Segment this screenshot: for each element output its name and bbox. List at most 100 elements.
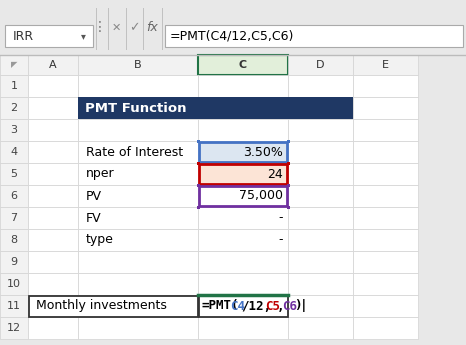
Bar — [198, 207, 288, 229]
Bar — [78, 185, 198, 207]
Bar — [28, 55, 78, 75]
Bar — [0, 251, 28, 273]
Bar — [197, 184, 199, 187]
Bar — [198, 141, 288, 163]
Bar — [5, 25, 93, 47]
Bar — [288, 251, 353, 273]
Bar — [353, 141, 418, 163]
Bar — [287, 161, 289, 165]
Bar — [78, 163, 198, 185]
Bar — [199, 164, 287, 184]
Text: ▾: ▾ — [81, 31, 85, 41]
Bar — [197, 184, 199, 187]
Bar — [353, 229, 418, 251]
Text: C4: C4 — [230, 299, 245, 313]
Bar — [78, 141, 198, 163]
Text: 8: 8 — [10, 235, 18, 245]
Text: D: D — [316, 60, 325, 70]
Bar — [0, 207, 28, 229]
Bar — [353, 317, 418, 339]
Text: FV: FV — [86, 211, 102, 225]
Text: ✕: ✕ — [111, 22, 121, 32]
Bar — [78, 251, 198, 273]
Bar — [28, 296, 198, 316]
Bar — [0, 229, 28, 251]
Text: 9: 9 — [10, 257, 18, 267]
Text: ⋮: ⋮ — [93, 20, 107, 34]
Bar — [78, 119, 198, 141]
Bar — [78, 317, 198, 339]
Bar — [288, 229, 353, 251]
Bar — [78, 55, 198, 75]
Bar — [0, 97, 28, 119]
Bar — [287, 184, 289, 187]
Bar — [287, 184, 289, 187]
Text: ,: , — [276, 299, 284, 313]
Bar — [288, 75, 353, 97]
Text: C5: C5 — [265, 299, 280, 313]
Bar — [287, 139, 289, 142]
Bar — [0, 273, 28, 295]
Bar — [288, 207, 353, 229]
Bar — [198, 229, 288, 251]
Bar — [288, 317, 353, 339]
Bar — [0, 317, 28, 339]
Text: PMT Function: PMT Function — [85, 101, 186, 115]
Text: type: type — [86, 234, 114, 246]
Bar — [198, 141, 288, 163]
Bar — [78, 273, 198, 295]
Bar — [287, 206, 289, 208]
Bar — [198, 273, 288, 295]
Bar — [353, 273, 418, 295]
Text: 12: 12 — [7, 323, 21, 333]
Bar — [28, 185, 78, 207]
Bar — [0, 55, 28, 75]
Text: A: A — [49, 60, 57, 70]
Text: C: C — [239, 60, 247, 70]
Bar — [28, 119, 78, 141]
Text: =PMT(C4/12,C5,C6): =PMT(C4/12,C5,C6) — [170, 30, 295, 42]
Bar — [0, 119, 28, 141]
Text: IRR: IRR — [13, 30, 34, 42]
Bar — [288, 273, 353, 295]
Text: 11: 11 — [7, 301, 21, 311]
Text: Rate of Interest: Rate of Interest — [86, 146, 183, 158]
Bar — [78, 295, 198, 317]
Bar — [78, 207, 198, 229]
Bar — [78, 229, 198, 251]
Text: ✓: ✓ — [129, 21, 139, 34]
Bar — [28, 317, 78, 339]
Text: 3: 3 — [11, 125, 18, 135]
Bar — [197, 206, 199, 208]
Text: 6: 6 — [11, 191, 18, 201]
Bar — [199, 142, 287, 162]
Bar — [28, 163, 78, 185]
Bar — [353, 185, 418, 207]
Bar — [28, 229, 78, 251]
Text: -: - — [279, 234, 283, 246]
Bar — [28, 141, 78, 163]
Bar — [198, 163, 288, 185]
Text: 5: 5 — [11, 169, 18, 179]
Text: 24: 24 — [267, 168, 283, 180]
Bar — [198, 119, 288, 141]
Bar — [353, 55, 418, 75]
Bar — [353, 97, 418, 119]
Text: |: | — [300, 299, 307, 313]
Bar — [197, 139, 199, 142]
Bar — [28, 251, 78, 273]
Bar — [0, 141, 28, 163]
Bar — [288, 119, 353, 141]
Bar — [288, 55, 353, 75]
Bar — [198, 163, 288, 185]
Bar — [28, 295, 78, 317]
Text: PV: PV — [86, 189, 102, 203]
Text: nper: nper — [86, 168, 115, 180]
Bar — [288, 295, 353, 317]
Bar — [28, 97, 78, 119]
Bar — [353, 163, 418, 185]
Bar — [198, 55, 288, 75]
Text: C6: C6 — [282, 299, 297, 313]
Text: 75,000: 75,000 — [239, 189, 283, 203]
Bar — [198, 295, 288, 317]
